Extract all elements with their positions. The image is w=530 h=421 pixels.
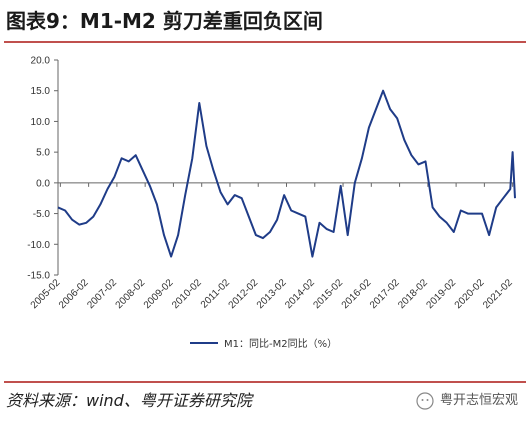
x-tick-label: 2019-02 <box>424 277 458 311</box>
x-tick-label: 2018-02 <box>396 277 430 311</box>
y-tick-label: 15.0 <box>31 86 51 97</box>
y-tick-label: 20.0 <box>31 56 51 67</box>
x-tick-label: 2016-02 <box>340 277 374 311</box>
x-tick-label: 2014-02 <box>283 277 317 311</box>
y-tick-label: -10.0 <box>27 240 50 251</box>
x-tick-label: 2008-02 <box>114 277 148 311</box>
x-tick-label: 2017-02 <box>368 277 402 311</box>
x-tick-label: 2006-02 <box>57 277 91 311</box>
brand-name: 粤开志恒宏观 <box>439 393 518 408</box>
y-tick-label: 0.0 <box>36 178 50 189</box>
y-tick-label: 5.0 <box>36 148 50 159</box>
line-chart: -15.0 -10.0 -5.0 0.0 5.0 10.0 15.0 20.0 2005-02… <box>27 56 516 350</box>
brand-mark: 粤开志恒宏观 <box>416 386 518 416</box>
x-tick-label: 2007-02 <box>85 277 119 311</box>
x-tick-label: 2005-02 <box>29 277 63 311</box>
legend-label: M1：同比-M2同比（%） <box>224 338 337 350</box>
x-tick-label: 2013-02 <box>255 277 289 311</box>
y-tick-label: 10.0 <box>31 117 51 128</box>
x-tick-label: 2021-02 <box>481 277 515 311</box>
source-note: 资料来源：wind、粤开证券研究院 <box>6 391 252 410</box>
x-tick-label: 2009-02 <box>142 277 176 311</box>
x-tick-label: 2011-02 <box>199 277 233 311</box>
title-divider <box>4 41 526 43</box>
series-layer <box>57 89 516 258</box>
y-axis: -15.0 -10.0 -5.0 0.0 5.0 10.0 15.0 20.0 <box>27 56 59 282</box>
legend: M1：同比-M2同比（%） <box>190 338 337 350</box>
x-tick-label: 2015-02 <box>311 277 345 311</box>
x-tick-label: 2012-02 <box>227 277 261 311</box>
y-tick-label: -15.0 <box>27 271 50 282</box>
y-tick-label: -5.0 <box>33 209 51 220</box>
series-line <box>57 89 516 258</box>
x-tick-label: 2010-02 <box>170 277 204 311</box>
chart-title: 图表9：M1-M2 剪刀差重回负区间 <box>6 9 323 33</box>
footer-divider <box>4 381 526 383</box>
wechat-icon <box>416 392 434 410</box>
x-tick-label: 2020-02 <box>453 277 487 311</box>
